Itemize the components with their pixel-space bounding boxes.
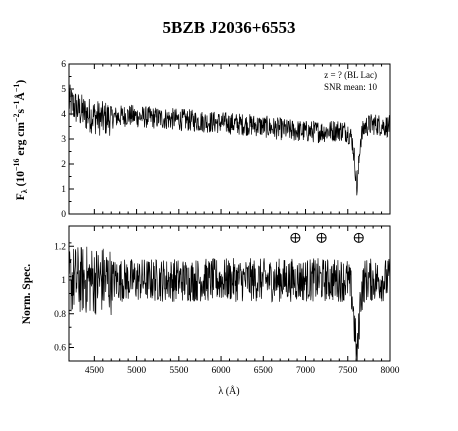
y-tick-label: 4 xyxy=(61,110,66,120)
telluric-marker-icon xyxy=(316,232,327,243)
y-tick-label: 0.8 xyxy=(54,310,66,320)
y-tick-label: 1 xyxy=(61,185,66,195)
y-tick-label: 1.2 xyxy=(54,242,66,252)
y-tick-label: 2 xyxy=(61,160,66,170)
flux-axis-label: Fλ (10−16 erg cm−2s−1Å−1) xyxy=(12,80,29,201)
y-tick-label: 6 xyxy=(61,60,66,70)
x-tick-label: 6000 xyxy=(212,366,231,376)
y-tick-label: 0 xyxy=(61,210,66,220)
x-tick-label: 8000 xyxy=(381,366,400,376)
telluric-marker-icon xyxy=(353,232,364,243)
x-tick-label: 7000 xyxy=(296,366,315,376)
spectrum-line xyxy=(68,246,391,362)
y-tick-label: 0.6 xyxy=(54,344,66,354)
flux-panel: 0 1 2 3 4 5 6 xyxy=(61,60,391,220)
y-tick-label: 5 xyxy=(61,85,66,95)
x-tick-label: 4500 xyxy=(85,366,104,376)
chart-title: 5BZB J2036+6553 xyxy=(163,18,296,37)
telluric-marker-icon xyxy=(290,232,301,243)
normalized-panel: 0.6 0.8 1 1.2 4500 5000 5500 6000 6500 7000 7500 80… xyxy=(54,225,400,376)
redshift-annotation: z = ? (BL Lac) xyxy=(324,70,377,80)
x-tick-label: 5000 xyxy=(127,366,146,376)
x-tick-label: 7500 xyxy=(338,366,357,376)
x-tick-label: 6500 xyxy=(254,366,273,376)
snr-annotation: SNR mean: 10 xyxy=(324,82,377,92)
x-tick-label: 5500 xyxy=(169,366,188,376)
y-tick-label: 1 xyxy=(61,276,66,286)
y-tick-label: 3 xyxy=(61,135,66,145)
wavelength-axis-label: λ (Å) xyxy=(218,385,239,397)
norm-axis-label: Norm. Spec. xyxy=(21,264,33,324)
spectrum-line xyxy=(68,84,391,196)
